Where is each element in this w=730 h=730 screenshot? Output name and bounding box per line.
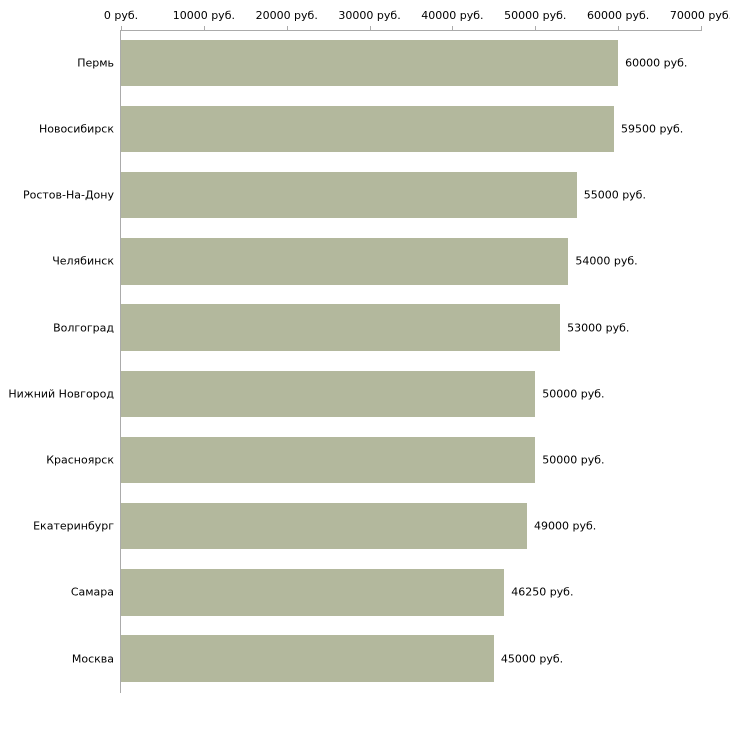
x-axis-tick-mark bbox=[369, 26, 371, 31]
x-axis-tick-mark bbox=[121, 26, 122, 31]
bar-row: Пермь 60000 руб. bbox=[77, 39, 701, 86]
x-axis-tick-label: 60000 руб. bbox=[587, 9, 650, 22]
category-label: Волгоград bbox=[53, 321, 114, 335]
x-axis-tick-mark bbox=[286, 26, 288, 31]
category-label: Новосибирск bbox=[38, 122, 114, 136]
bar bbox=[121, 370, 536, 417]
x-axis-tick-mark bbox=[618, 26, 620, 31]
category-label: Ростов-На-Дону bbox=[22, 188, 114, 202]
value-label: 59500 руб. bbox=[621, 122, 684, 136]
category-label: Пермь bbox=[77, 56, 114, 70]
x-axis-tick-label: 10000 руб. bbox=[172, 9, 235, 22]
bar-row: Волгоград 53000 руб. bbox=[53, 304, 701, 351]
value-label: 54000 руб. bbox=[575, 254, 638, 268]
bar-row: Ростов-На-Дону 55000 руб. bbox=[23, 172, 701, 219]
bar-row: Самара 46250 руб. bbox=[71, 569, 701, 616]
category-label: Нижний Новгород bbox=[8, 387, 114, 401]
bar bbox=[121, 569, 505, 616]
bar bbox=[121, 304, 561, 351]
x-axis-tick-mark bbox=[452, 26, 454, 31]
plot-area: 0 руб. 10000 руб. 20000 руб. 30000 руб. 4000… bbox=[8, 9, 730, 693]
bar bbox=[121, 436, 536, 484]
category-label: Челябинск bbox=[52, 254, 114, 268]
value-label: 45000 руб. bbox=[500, 652, 564, 666]
bar-row: Нижний Новгород 50000 руб. bbox=[8, 370, 701, 417]
bar bbox=[121, 238, 569, 285]
category-label: Москва bbox=[71, 652, 114, 666]
x-axis-tick-label: 50000 руб. bbox=[504, 9, 567, 22]
bar bbox=[121, 105, 614, 153]
bar bbox=[121, 172, 577, 219]
x-axis-tick-label: 40000 руб. bbox=[421, 9, 484, 22]
x-axis-tick-mark bbox=[203, 26, 205, 31]
bar-row: Красноярск 50000 руб. bbox=[46, 436, 701, 484]
value-label: 53000 руб. bbox=[567, 321, 630, 335]
bar-row: Москва 45000 руб. bbox=[72, 635, 701, 682]
value-label: 50000 руб. bbox=[542, 453, 605, 467]
x-axis-tick-mark bbox=[535, 26, 537, 31]
value-label: 49000 руб. bbox=[534, 519, 597, 533]
value-label: 60000 руб. bbox=[625, 56, 688, 70]
x-axis-tick-label: 20000 руб. bbox=[255, 9, 318, 22]
bar bbox=[121, 39, 619, 86]
x-axis-tick-label: 30000 руб. bbox=[338, 9, 401, 22]
bar bbox=[121, 635, 494, 682]
value-label: 50000 руб. bbox=[542, 387, 605, 401]
bar-row: Новосибирск 59500 руб. bbox=[39, 105, 701, 153]
bar-row: Челябинск 54000 руб. bbox=[52, 238, 701, 285]
value-label: 46250 руб. bbox=[511, 585, 574, 599]
bar bbox=[121, 503, 527, 550]
category-label: Самара bbox=[70, 585, 114, 599]
category-label: Красноярск bbox=[46, 453, 114, 467]
category-label: Екатеринбург bbox=[33, 519, 114, 533]
value-label: 55000 руб. bbox=[583, 188, 646, 202]
x-axis-tick-mark bbox=[701, 26, 702, 31]
bar-row: Екатеринбург 49000 руб. bbox=[33, 503, 701, 550]
x-axis-tick-label: 0 руб. bbox=[103, 9, 139, 22]
x-axis-tick-label: 70000 руб. bbox=[669, 9, 730, 22]
